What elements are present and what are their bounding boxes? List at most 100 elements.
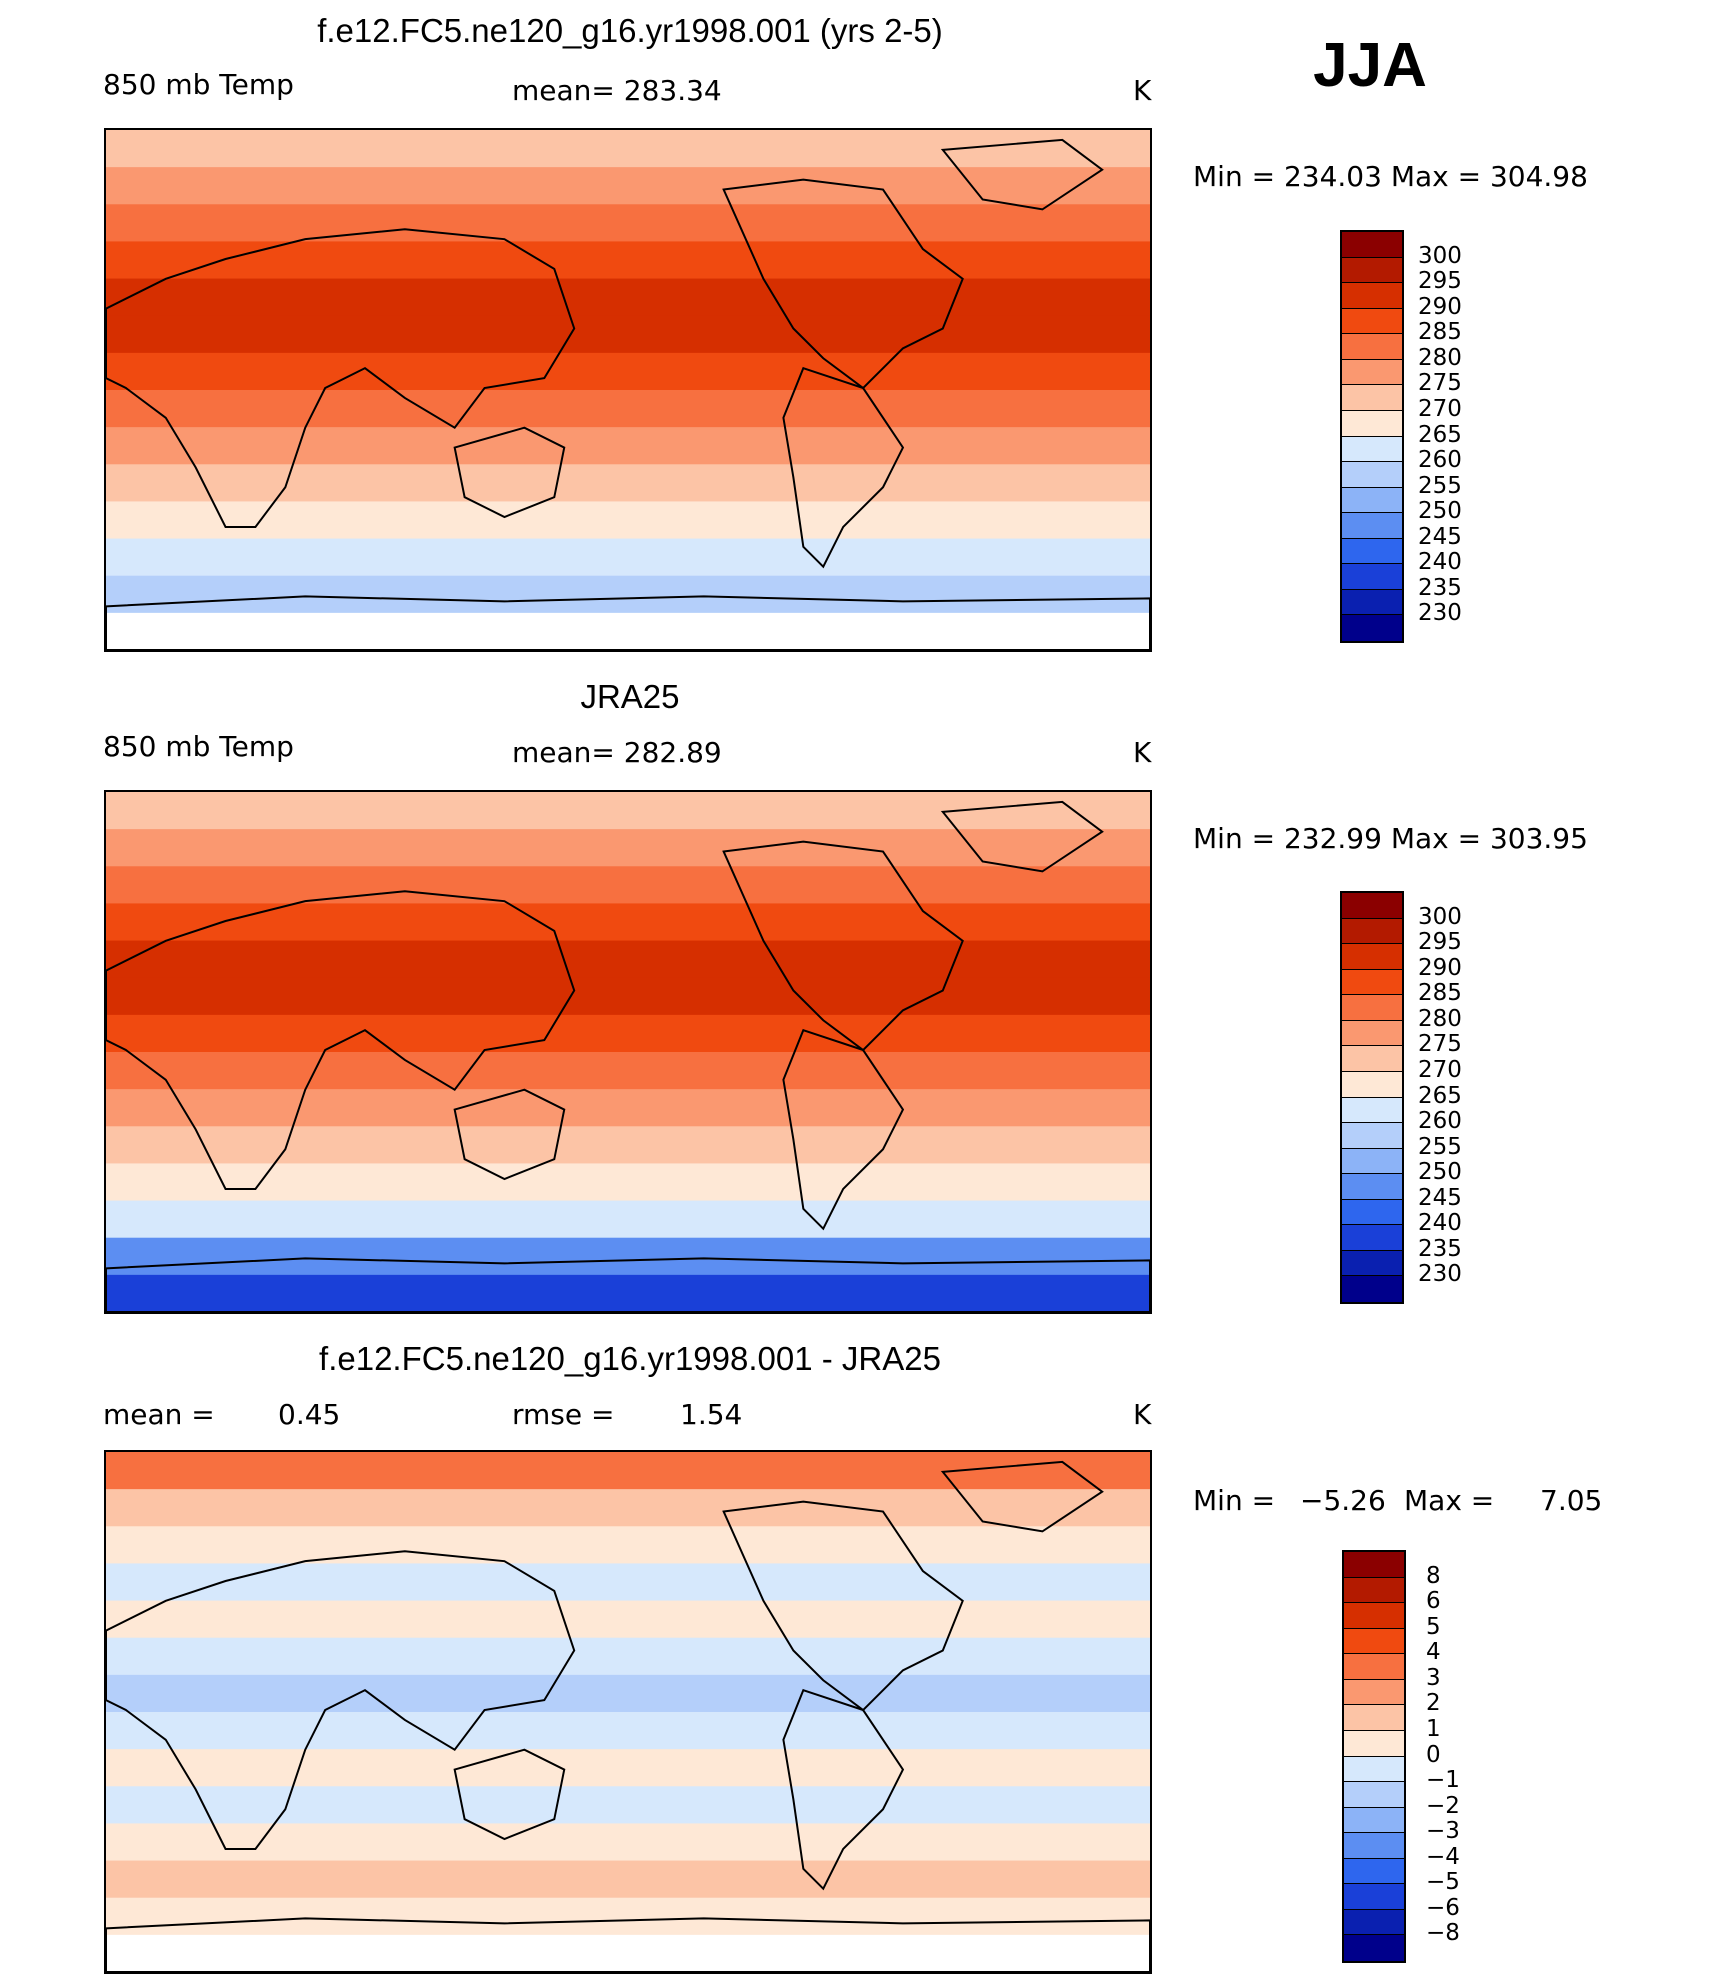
colorbar-tick-label: 3 — [1426, 1664, 1441, 1691]
colorbar-cell — [1344, 1577, 1404, 1604]
colorbar-tick-label: 260 — [1418, 447, 1462, 474]
colorbar-tick-label: 250 — [1418, 498, 1462, 525]
colorbar-tick-label: 255 — [1418, 1133, 1462, 1160]
coastline — [106, 228, 576, 528]
coastline — [453, 1088, 566, 1181]
field-band — [106, 1052, 1150, 1091]
field-band — [106, 278, 1150, 317]
panel-2-minmax: Min = 232.99 Max = 303.95 — [1193, 822, 1588, 855]
colorbar-cell — [1342, 436, 1402, 463]
field-band — [106, 575, 1150, 614]
field-band — [106, 241, 1150, 280]
colorbar-cell — [1344, 1730, 1404, 1757]
field-band — [106, 1934, 1150, 1972]
colorbar-cell — [1342, 918, 1402, 945]
colorbar-tick-label: 250 — [1418, 1159, 1462, 1186]
colorbar-tick-label: 230 — [1418, 600, 1462, 627]
colorbar-cell — [1342, 1097, 1402, 1124]
colorbar-cell — [1344, 1782, 1404, 1808]
coastline — [106, 1917, 1150, 1972]
coastline — [106, 1550, 576, 1850]
colorbar-cell — [1342, 944, 1402, 970]
colorbar-tick-label: 280 — [1418, 344, 1462, 371]
field-band — [106, 903, 1150, 942]
panel-1-map — [104, 128, 1152, 652]
panel-3-min-label: Min = — [1193, 1484, 1276, 1517]
colorbar-tick-label: 265 — [1418, 421, 1462, 448]
panel-3-mean-label: mean = — [103, 1398, 215, 1431]
field-band — [106, 501, 1150, 540]
field-band — [106, 1674, 1150, 1713]
colorbar-cell — [1344, 1884, 1404, 1910]
field-band — [106, 1897, 1150, 1936]
field-band — [106, 1823, 1150, 1862]
colorbar-tick-label: 245 — [1418, 1184, 1462, 1211]
colorbar-tick-label: −4 — [1426, 1843, 1460, 1870]
colorbar-tick-label: −3 — [1426, 1818, 1460, 1845]
field-band — [106, 427, 1150, 466]
colorbar-cell — [1342, 232, 1402, 258]
colorbar-tick-label: 1 — [1426, 1715, 1441, 1742]
colorbar-tick-label: 235 — [1418, 1235, 1462, 1262]
colorbar-cell — [1342, 1020, 1402, 1047]
colorbar-tick-label: 290 — [1418, 293, 1462, 320]
field-band — [106, 1014, 1150, 1053]
panel-2-field — [106, 792, 1150, 1312]
colorbar-tick-label: 235 — [1418, 574, 1462, 601]
panel-2-map — [104, 790, 1152, 1314]
colorbar-cell — [1344, 1628, 1404, 1655]
coastline — [722, 840, 964, 1052]
field-band — [106, 1749, 1150, 1788]
colorbar-cell — [1344, 1679, 1404, 1706]
coastline — [106, 1257, 1150, 1312]
field-band — [106, 1200, 1150, 1239]
colorbar-tick-label: 280 — [1418, 1005, 1462, 1032]
panel-2-title: JRA25 — [580, 678, 680, 715]
panel-1-variable-label: 850 mb Temp — [103, 68, 294, 101]
colorbar-tick-label: 240 — [1418, 1210, 1462, 1237]
coastline — [782, 366, 905, 569]
panel-3-max-value: 7.05 — [1540, 1484, 1603, 1517]
panel-1-mean-label: mean= 283.34 — [512, 74, 722, 107]
colorbar-cell — [1342, 564, 1402, 590]
colorbar-tick-label: −5 — [1426, 1869, 1460, 1896]
colorbar-cell — [1342, 283, 1402, 309]
colorbar-tick-label: 275 — [1418, 370, 1462, 397]
panel-3-units: K — [1133, 1398, 1152, 1431]
field-band — [106, 1452, 1150, 1491]
panel-1-title: f.e12.FC5.ne120_g16.yr1998.001 (yrs 2-5) — [317, 12, 943, 49]
colorbar-tick-label: 275 — [1418, 1031, 1462, 1058]
colorbar-cell — [1342, 513, 1402, 539]
colorbar-cell — [1342, 615, 1402, 641]
colorbar-cell — [1342, 462, 1402, 488]
colorbar-cell — [1342, 487, 1402, 514]
coastline — [453, 426, 566, 519]
colorbar-tick-label: 230 — [1418, 1261, 1462, 1288]
field-band — [106, 1126, 1150, 1165]
field-band — [106, 204, 1150, 243]
panel-3-rmse-value: 1.54 — [680, 1398, 743, 1431]
field-band — [106, 390, 1150, 429]
field-band — [106, 1237, 1150, 1276]
colorbar-cell — [1342, 1225, 1402, 1251]
colorbar-tick-label: 2 — [1426, 1690, 1441, 1717]
colorbar-cell — [1344, 1935, 1404, 1961]
coastline — [453, 1748, 566, 1841]
colorbar-cell — [1342, 385, 1402, 411]
panel-2-variable-label: 850 mb Temp — [103, 730, 294, 763]
coastline — [940, 800, 1104, 873]
colorbar-tick-label: −2 — [1426, 1792, 1460, 1819]
colorbar-cell — [1342, 969, 1402, 996]
panel-3-max-label: Max = — [1404, 1484, 1495, 1517]
colorbar-cell — [1344, 1756, 1404, 1783]
coastline — [106, 890, 576, 1190]
colorbar-tick-label: 255 — [1418, 472, 1462, 499]
field-band — [106, 1637, 1150, 1676]
colorbar-cell — [1342, 1148, 1402, 1175]
colorbar-tick-label: 295 — [1418, 929, 1462, 956]
colorbar-cell — [1344, 1603, 1404, 1629]
panel-2-colorbar — [1340, 891, 1404, 1304]
field-band — [106, 792, 1150, 831]
field-band — [106, 352, 1150, 391]
colorbar-tick-label: 240 — [1418, 549, 1462, 576]
